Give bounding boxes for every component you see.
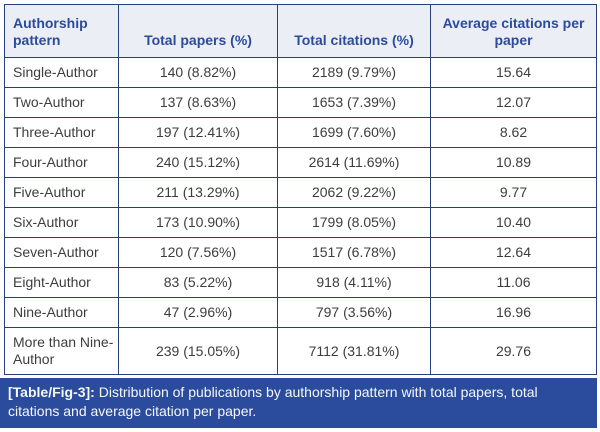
caption-text: Distribution of publications by authorsh… <box>8 384 538 420</box>
cell-total-papers: 197 (12.41%) <box>118 117 278 148</box>
cell-total-papers: 83 (5.22%) <box>118 267 278 298</box>
cell-total-papers: 120 (7.56%) <box>118 237 278 268</box>
cell-total-citations: 2614 (11.69%) <box>277 147 431 178</box>
cell-total-citations: 2062 (9.22%) <box>277 177 431 208</box>
table-row: Three-Author 197 (12.41%) 1699 (7.60%) 8.62 <box>4 117 597 148</box>
column-header-authorship-pattern: Authorship pattern <box>4 4 119 58</box>
table-row: Six-Author 173 (10.90%) 1799 (8.05%) 10.40 <box>4 207 597 238</box>
header-row: Authorship pattern Total papers (%) Tota… <box>4 4 597 58</box>
column-header-average-citations: Average citations per paper <box>430 4 597 58</box>
cell-total-citations: 7112 (31.81%) <box>277 327 431 375</box>
cell-avg-citations: 29.76 <box>430 327 597 375</box>
caption-label: [Table/Fig-3]: <box>8 384 95 400</box>
cell-avg-citations: 10.89 <box>430 147 597 178</box>
table-row: Single-Author 140 (8.82%) 2189 (9.79%) 15.6… <box>4 57 597 88</box>
cell-total-citations: 2189 (9.79%) <box>277 57 431 88</box>
cell-authorship-pattern: Eight-Author <box>4 267 119 298</box>
cell-avg-citations: 11.06 <box>430 267 597 298</box>
table-row: Two-Author 137 (8.63%) 1653 (7.39%) 12.07 <box>4 87 597 118</box>
table-row: Four-Author 240 (15.12%) 2614 (11.69%) 10.8… <box>4 147 597 178</box>
cell-avg-citations: 16.96 <box>430 297 597 328</box>
cell-authorship-pattern: Six-Author <box>4 207 119 238</box>
cell-total-papers: 240 (15.12%) <box>118 147 278 178</box>
cell-avg-citations: 8.62 <box>430 117 597 148</box>
cell-authorship-pattern: More than Nine-Author <box>4 327 119 375</box>
cell-avg-citations: 12.07 <box>430 87 597 118</box>
cell-authorship-pattern: Three-Author <box>4 117 119 148</box>
cell-avg-citations: 9.77 <box>430 177 597 208</box>
cell-total-citations: 918 (4.11%) <box>277 267 431 298</box>
cell-authorship-pattern: Single-Author <box>4 57 119 88</box>
cell-total-citations: 1799 (8.05%) <box>277 207 431 238</box>
table-row: Five-Author 211 (13.29%) 2062 (9.22%) 9.77 <box>4 177 597 208</box>
table-row: Eight-Author 83 (5.22%) 918 (4.11%) 11.06 <box>4 267 597 298</box>
cell-authorship-pattern: Four-Author <box>4 147 119 178</box>
table-row: Seven-Author 120 (7.56%) 1517 (6.78%) 12.64 <box>4 237 597 268</box>
cell-total-papers: 239 (15.05%) <box>118 327 278 375</box>
cell-total-papers: 47 (2.96%) <box>118 297 278 328</box>
table-body: Single-Author 140 (8.82%) 2189 (9.79%) 15.6… <box>4 57 597 375</box>
cell-total-papers: 173 (10.90%) <box>118 207 278 238</box>
cell-total-citations: 1699 (7.60%) <box>277 117 431 148</box>
cell-total-citations: 797 (3.56%) <box>277 297 431 328</box>
cell-authorship-pattern: Five-Author <box>4 177 119 208</box>
cell-avg-citations: 15.64 <box>430 57 597 88</box>
cell-authorship-pattern: Two-Author <box>4 87 119 118</box>
cell-avg-citations: 12.64 <box>430 237 597 268</box>
authorship-table: Authorship pattern Total papers (%) Tota… <box>4 4 597 375</box>
column-header-total-papers: Total papers (%) <box>118 4 278 58</box>
cell-authorship-pattern: Nine-Author <box>4 297 119 328</box>
cell-total-citations: 1653 (7.39%) <box>277 87 431 118</box>
column-header-total-citations: Total citations (%) <box>277 4 431 58</box>
cell-total-papers: 137 (8.63%) <box>118 87 278 118</box>
caption: [Table/Fig-3]: Distribution of publicati… <box>0 378 597 428</box>
table-row: More than Nine-Author 239 (15.05%) 7112 (3… <box>4 327 597 375</box>
cell-total-papers: 140 (8.82%) <box>118 57 278 88</box>
table-row: Nine-Author 47 (2.96%) 797 (3.56%) 16.96 <box>4 297 597 328</box>
cell-authorship-pattern: Seven-Author <box>4 237 119 268</box>
cell-total-citations: 1517 (6.78%) <box>277 237 431 268</box>
table-header: Authorship pattern Total papers (%) Tota… <box>4 4 597 58</box>
cell-avg-citations: 10.40 <box>430 207 597 238</box>
cell-total-papers: 211 (13.29%) <box>118 177 278 208</box>
